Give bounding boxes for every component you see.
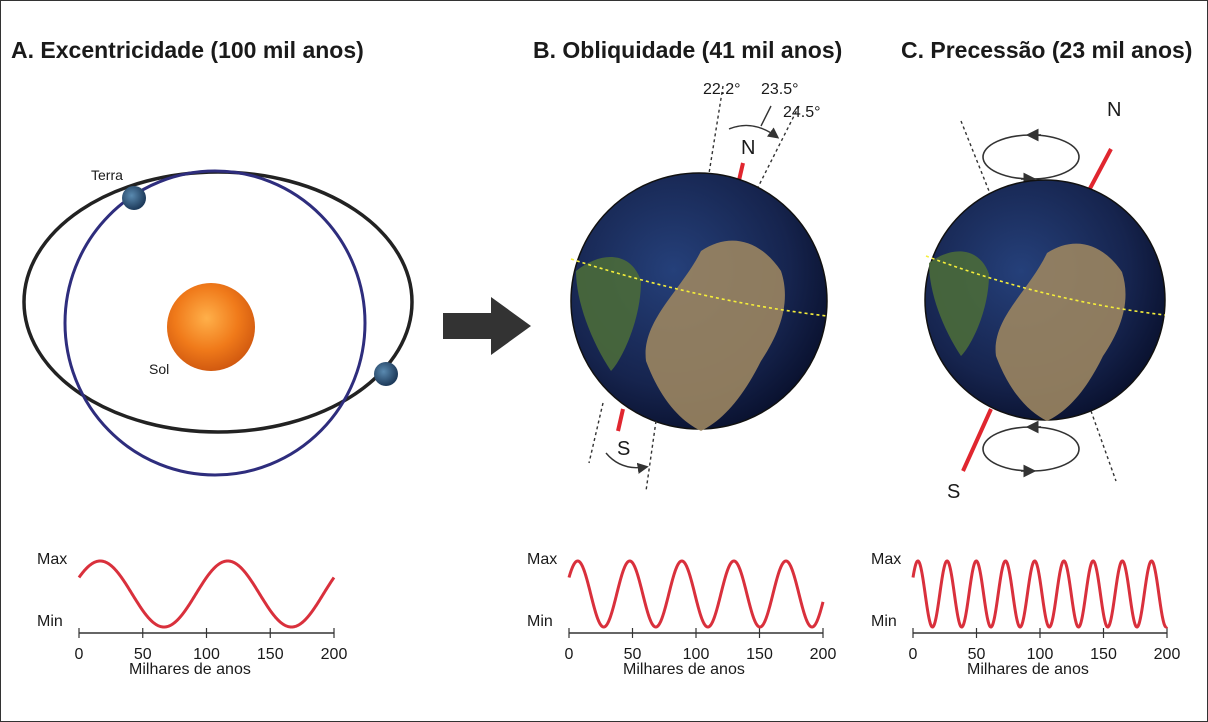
x-tick-label: 200: [810, 646, 837, 663]
axis-dashed-line: [645, 420, 657, 492]
earth-icon: [374, 362, 398, 386]
ylabel-min: Min: [37, 613, 63, 630]
cycle-wave: [567, 559, 825, 629]
angle-label-mid: 23.5°: [761, 81, 799, 98]
title-precession: C. Precessão (23 mil anos): [901, 37, 1193, 63]
sun: [167, 283, 255, 371]
axis-dashed-line: [588, 402, 604, 464]
xlabel: Milhares de anos: [129, 661, 251, 678]
ylabel-min: Min: [871, 613, 897, 630]
xlabel: Milhares de anos: [623, 661, 745, 678]
continent: [645, 240, 785, 431]
circular-orbit: [63, 169, 367, 477]
axis-dashed-line: [960, 120, 992, 197]
angle-label-high: 24.5°: [783, 104, 821, 121]
continent: [995, 243, 1126, 421]
x-tick-label: 100: [193, 646, 220, 663]
cycle-wave: [77, 559, 336, 629]
axis-dashed-line: [1090, 410, 1117, 482]
earth-label: Terra: [91, 167, 123, 183]
x-tick-label: 50: [968, 646, 986, 663]
x-tick-label: 200: [1154, 646, 1181, 663]
x-tick-label: 50: [134, 646, 152, 663]
south-axis: [961, 408, 993, 472]
equator-line: [570, 258, 828, 317]
precession-circle: [982, 134, 1080, 180]
x-tick-label: 100: [1027, 646, 1054, 663]
continent: [929, 251, 989, 356]
earth-icon: [122, 186, 146, 210]
south-label: S: [947, 481, 961, 503]
south-axis: [616, 408, 625, 432]
south-label: S: [617, 438, 631, 460]
wave-charts: 0 50 100 150 200 0 50 100 150 200 0 50 100 150 200: [75, 559, 1181, 663]
title-eccentricity: A. Excentricidade (100 mil anos): [11, 37, 364, 63]
arrow-right-icon: [443, 297, 531, 355]
angle-label-low: 22.2°: [703, 81, 741, 98]
x-tick-label: 150: [1090, 646, 1117, 663]
tick-line: [760, 105, 772, 127]
ylabel-min: Min: [527, 613, 553, 630]
north-label: N: [741, 137, 756, 159]
x-tick-label: 200: [321, 646, 348, 663]
x-tick-label: 0: [909, 646, 918, 663]
precession-circle: [982, 426, 1080, 472]
north-label: N: [1107, 99, 1122, 121]
x-tick-label: 150: [746, 646, 773, 663]
x-tick-label: 0: [565, 646, 574, 663]
ylabel-max: Max: [37, 551, 68, 568]
x-tick-label: 50: [624, 646, 642, 663]
sun-label: Sol: [149, 361, 170, 377]
ylabel-max: Max: [871, 551, 902, 568]
x-tick-label: 100: [683, 646, 710, 663]
rotation-arrow: [728, 124, 780, 139]
equator-line: [925, 255, 1166, 316]
xlabel: Milhares de anos: [967, 661, 1089, 678]
x-tick-label: 0: [75, 646, 84, 663]
x-tick-label: 150: [257, 646, 284, 663]
ylabel-max: Max: [527, 551, 558, 568]
rotation-arrow: [605, 452, 649, 474]
continent: [576, 257, 641, 371]
title-obliquity: B. Obliquidade (41 mil anos): [533, 37, 843, 63]
cycle-wave: [911, 559, 1169, 629]
